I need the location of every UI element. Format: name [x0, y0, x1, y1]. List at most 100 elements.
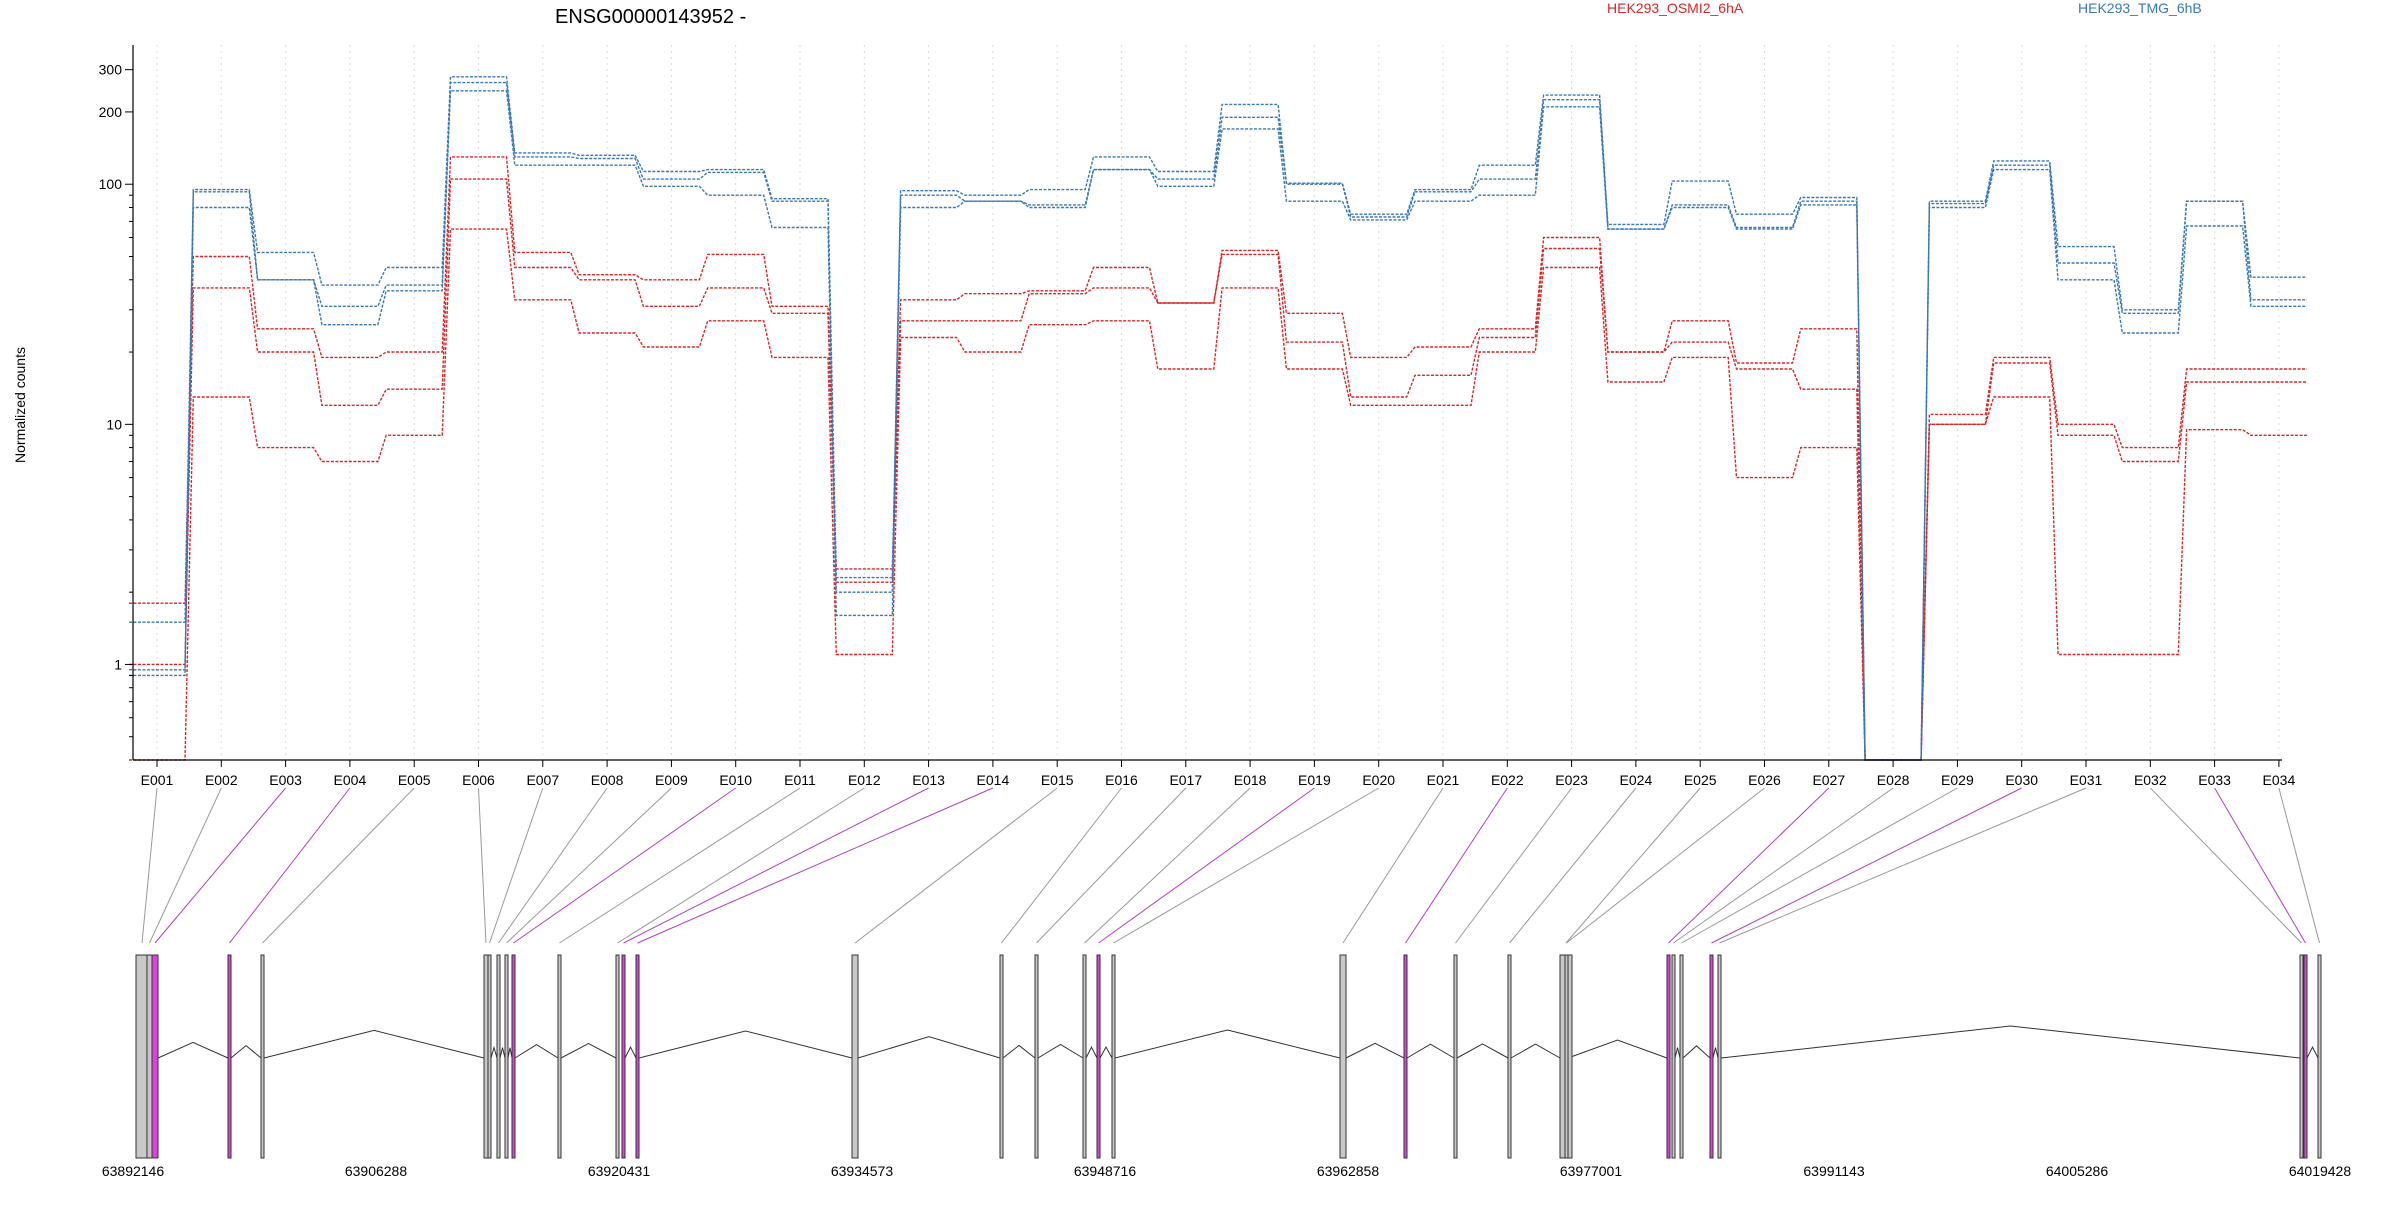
exon-connector: [1113, 787, 1379, 944]
y-tick-label: 10: [106, 416, 122, 432]
legend-label-group-b: HEK293_TMG_6hB: [2078, 0, 2202, 16]
genome-coordinate-label: 63920431: [588, 1163, 651, 1179]
exon-connector: [1711, 787, 2022, 944]
exon-connector: [1673, 787, 1894, 944]
genome-coordinate-label: 63906288: [345, 1163, 408, 1179]
x-tick-label: E017: [1169, 772, 1202, 788]
exon-box: [615, 954, 620, 1159]
intron-line: [514, 1043, 559, 1059]
exon-box: [1339, 954, 1347, 1159]
x-tick-label: E013: [912, 772, 945, 788]
genome-coordinate-label: 63934573: [831, 1163, 894, 1179]
exon-box: [1507, 954, 1512, 1159]
intron-line: [1002, 1044, 1036, 1059]
series-line: [129, 228, 2307, 761]
exon-box: [151, 954, 159, 1159]
exon-connector: [1681, 787, 1958, 944]
x-tick-label: E030: [2005, 772, 2038, 788]
x-tick-label: E023: [1555, 772, 1588, 788]
exon-box: [1082, 954, 1087, 1159]
exon-connector: [2214, 787, 2306, 944]
x-tick-label: E009: [655, 772, 688, 788]
exon-connector: [1036, 787, 1187, 944]
exon-box: [2303, 954, 2308, 1159]
exon-box: [1671, 954, 1676, 1159]
exon-connector: [1001, 787, 1122, 944]
exon-connector: [2278, 787, 2320, 944]
intron-line: [157, 1041, 229, 1059]
exon-connector: [1509, 787, 1637, 944]
exon-connector: [559, 787, 801, 944]
exon-box: [135, 954, 149, 1159]
x-tick-label: E018: [1234, 772, 1267, 788]
series-line: [129, 178, 2307, 761]
exon-box: [1034, 954, 1039, 1159]
exon-box: [1453, 954, 1458, 1159]
exon-connector: [1719, 787, 2087, 944]
exon-box: [2299, 954, 2304, 1159]
exon-box: [1564, 954, 1569, 1159]
genome-coordinate-label: 63962858: [1317, 1163, 1380, 1179]
exon-connector: [141, 787, 158, 944]
exon-connector: [149, 787, 222, 944]
genome-coordinate-label: 63977001: [1560, 1163, 1623, 1179]
x-tick-label: E002: [205, 772, 238, 788]
intron-line: [2306, 1046, 2319, 1059]
exon-box: [1679, 954, 1684, 1159]
x-tick-label: E022: [1491, 772, 1524, 788]
intron-line: [1720, 1025, 2301, 1059]
x-tick-label: E029: [1941, 772, 1974, 788]
exon-box: [2317, 954, 2322, 1159]
exon-connector: [513, 787, 736, 944]
y-axis-title: Normalized counts: [12, 347, 28, 463]
x-tick-label: E034: [2263, 772, 2296, 788]
x-tick-label: E028: [1877, 772, 1910, 788]
exon-connector: [2149, 787, 2302, 944]
intron-line: [1567, 1039, 1668, 1059]
x-tick-label: E033: [2198, 772, 2231, 788]
exon-connector: [262, 787, 415, 944]
x-tick-label: E012: [848, 772, 881, 788]
intron-line: [490, 1045, 498, 1059]
x-tick-label: E032: [2134, 772, 2167, 788]
exon-connector: [1668, 787, 1830, 944]
exon-box: [1096, 954, 1101, 1159]
exon-connector: [1084, 787, 1251, 944]
x-tick-label: E021: [1427, 772, 1460, 788]
x-tick-label: E016: [1105, 772, 1138, 788]
exon-connector: [1566, 787, 1765, 944]
exon-connector: [229, 787, 351, 944]
legend-label-group-a: HEK293_OSMI2_6hA: [1607, 0, 1744, 16]
y-tick-label: 200: [99, 104, 123, 120]
x-tick-label: E019: [1298, 772, 1331, 788]
exon-connector: [854, 787, 1058, 944]
exon-box: [483, 954, 489, 1159]
exon-box: [1403, 954, 1408, 1159]
exon-box: [557, 954, 562, 1159]
exon-box: [635, 954, 640, 1159]
exon-connector: [617, 787, 865, 944]
exon-connector: [498, 787, 608, 944]
x-tick-label: E020: [1362, 772, 1395, 788]
intron-line: [1456, 1043, 1509, 1059]
genome-coordinate-label: 64019428: [2289, 1163, 2352, 1179]
y-tick-label: 100: [99, 176, 123, 192]
intron-line: [624, 1046, 637, 1059]
exon-box: [1717, 954, 1722, 1159]
intron-line: [1037, 1043, 1084, 1059]
y-tick-label: 300: [99, 62, 123, 78]
exon-connector: [1342, 787, 1444, 944]
exon-connector: [154, 787, 286, 944]
exon-box: [1666, 954, 1671, 1159]
x-tick-label: E007: [526, 772, 559, 788]
genome-coordinate-label: 63892146: [102, 1163, 165, 1179]
x-tick-label: E026: [1748, 772, 1781, 788]
intron-line: [263, 1029, 485, 1059]
exon-box: [227, 954, 232, 1159]
intron-line: [507, 1047, 513, 1059]
y-tick-label: 1: [114, 656, 122, 672]
x-tick-label: E015: [1041, 772, 1074, 788]
exon-connector: [506, 787, 672, 944]
genome-coordinate-label: 63948716: [1074, 1163, 1137, 1179]
x-tick-label: E001: [141, 772, 174, 788]
